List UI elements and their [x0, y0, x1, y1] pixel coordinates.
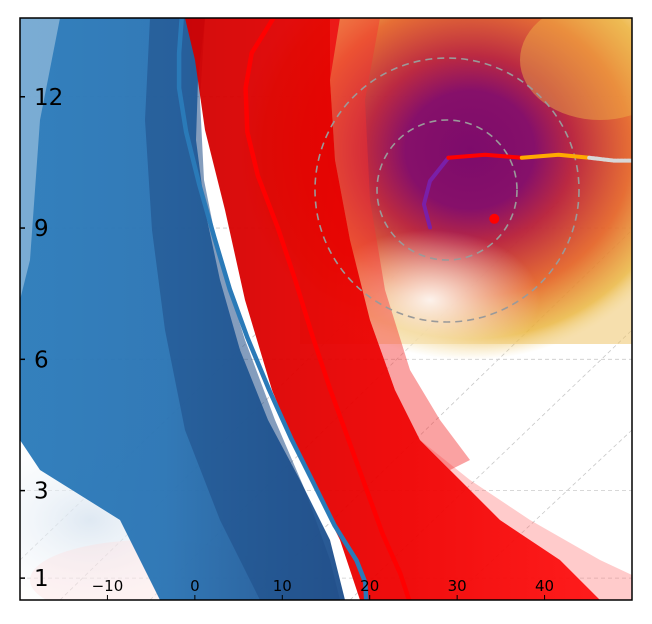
hodograph-marker — [489, 213, 500, 224]
series-line-0 — [176, 18, 369, 600]
plot-frame — [19, 17, 633, 601]
x-tick-label-0: −10 — [92, 577, 124, 595]
x-tick-label-5: 40 — [535, 577, 554, 595]
hodograph-segment-3 — [587, 155, 632, 163]
temperature-ensemble-fade — [395, 390, 632, 600]
y-axis-ticks: 1 3 6 9 12 — [20, 85, 63, 592]
x-tick-label-2: 10 — [273, 577, 292, 595]
temperature-ensemble-edge — [330, 18, 470, 470]
y-tick-label-0: 1 — [34, 566, 49, 592]
x-tick-label-4: 30 — [448, 577, 467, 595]
series-line-1 — [243, 18, 412, 600]
y-tick-label-4: 12 — [34, 85, 63, 111]
mean-profiles — [176, 18, 412, 600]
y-tick-label-3: 9 — [34, 216, 49, 242]
hodograph-segment-2 — [519, 152, 592, 160]
x-tick-label-3: 20 — [360, 577, 379, 595]
x-tick-label-1: 0 — [190, 577, 200, 595]
hodograph-segment-0 — [421, 155, 451, 230]
temperature-ensemble-envelope — [185, 18, 600, 600]
hodograph-rings — [314, 57, 580, 323]
x-axis-ticks: −10 0 10 20 30 40 — [92, 577, 554, 600]
y-tick-label-2: 6 — [34, 347, 49, 373]
hodograph-segment-1 — [446, 152, 524, 160]
y-tick-label-1: 3 — [34, 479, 49, 505]
dewpoint-ensemble-left-fade — [20, 18, 60, 300]
hodograph — [421, 152, 632, 230]
